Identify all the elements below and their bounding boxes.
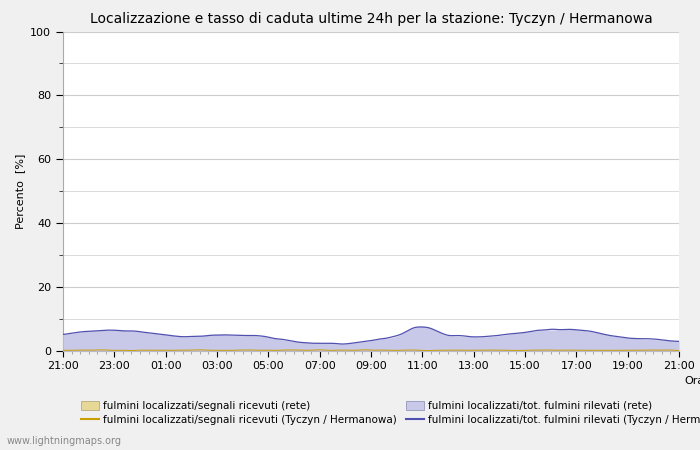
Text: www.lightningmaps.org: www.lightningmaps.org <box>7 436 122 446</box>
Y-axis label: Percento  [%]: Percento [%] <box>15 153 24 229</box>
Title: Localizzazione e tasso di caduta ultime 24h per la stazione: Tyczyn / Hermanowa: Localizzazione e tasso di caduta ultime … <box>90 12 652 26</box>
Text: Orario: Orario <box>685 376 700 386</box>
Legend: fulmini localizzati/segnali ricevuti (rete), fulmini localizzati/segnali ricevut: fulmini localizzati/segnali ricevuti (re… <box>80 401 700 425</box>
